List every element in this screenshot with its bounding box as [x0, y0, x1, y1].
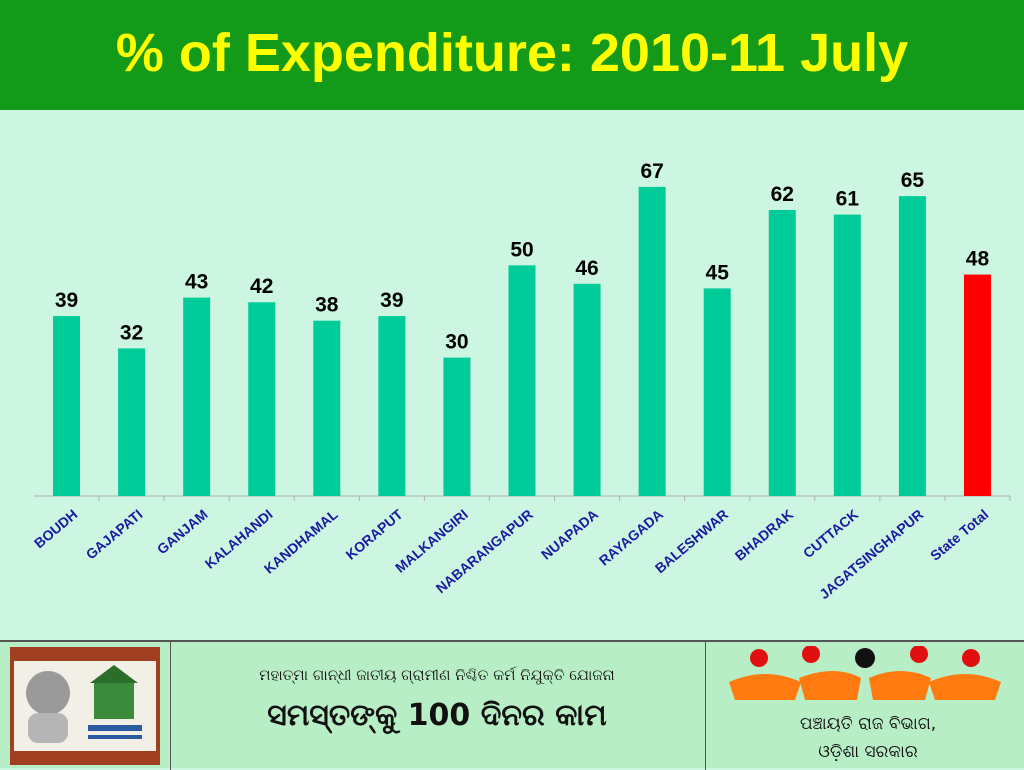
x-tick-label: GAJAPATI	[83, 506, 146, 562]
x-tick-label: GANJAM	[154, 506, 211, 557]
data-label: 67	[640, 160, 663, 183]
bar	[313, 320, 341, 496]
data-label: 48	[966, 248, 990, 271]
government-name: ଓଡ଼ିଶା ସରକାର	[818, 742, 918, 762]
data-label: 30	[445, 331, 468, 354]
data-label: 39	[380, 289, 403, 312]
department-name: ପଞ୍ଚାୟତି ରାଜ ବିଭାଗ,	[799, 714, 937, 734]
title-bar: % of Expenditure: 2010-11 July	[0, 0, 1024, 110]
gandhi-nrega-logo	[10, 647, 160, 765]
footer-divider	[705, 642, 706, 770]
x-tick-label: BOUDH	[31, 506, 81, 551]
data-label: 65	[901, 169, 925, 192]
bar-chart: 39BOUDH32GAJAPATI43GANJAM42KALAHANDI38KA…	[31, 160, 1011, 602]
data-label: 50	[510, 238, 533, 261]
scheme-name: ମହାତ୍ମା ଗାନ୍ଧୀ ଜାତୀୟ ଗ୍ରାମୀଣ ନିଶ୍ଚିତ କର୍…	[259, 666, 615, 684]
bar	[378, 316, 406, 496]
data-label: 43	[185, 271, 208, 294]
x-tick-label: RAYAGADA	[596, 506, 666, 569]
bar	[768, 209, 796, 496]
bar	[898, 196, 926, 496]
x-tick-label: KORAPUT	[342, 506, 406, 563]
footer-banner: ମହାତ୍ମା ଗାନ୍ଧୀ ଜାତୀୟ ଗ୍ରାମୀଣ ନିଶ୍ଚିତ କର୍…	[0, 640, 1024, 770]
slogan: ସମସ୍ତଙ୍କୁ 100 ଦିନର କାମ	[267, 698, 607, 733]
panchayati-raj-logo	[729, 646, 1001, 700]
footer-divider	[170, 642, 171, 770]
data-label: 46	[575, 257, 598, 280]
bar	[963, 274, 991, 496]
bar	[443, 357, 471, 496]
data-label: 42	[250, 275, 273, 298]
data-label: 62	[771, 183, 794, 206]
bar	[573, 283, 601, 496]
bar	[118, 348, 146, 496]
bar	[703, 288, 731, 496]
data-label: 32	[120, 321, 143, 344]
bar	[508, 265, 536, 496]
data-label: 39	[55, 289, 78, 312]
bar	[53, 316, 81, 496]
bar	[183, 297, 211, 496]
x-tick-label: CUTTACK	[800, 506, 861, 561]
data-label: 61	[836, 188, 860, 211]
x-tick-label: BHADRAK	[732, 506, 797, 564]
bar	[833, 214, 861, 496]
data-label: 45	[706, 261, 730, 284]
bar	[638, 186, 666, 496]
bar	[248, 302, 276, 496]
slide-title: % of Expenditure: 2010-11 July	[115, 23, 909, 83]
data-label: 38	[315, 294, 339, 317]
x-tick-label: State Total	[927, 506, 991, 564]
x-tick-label: NUAPADA	[538, 506, 601, 563]
